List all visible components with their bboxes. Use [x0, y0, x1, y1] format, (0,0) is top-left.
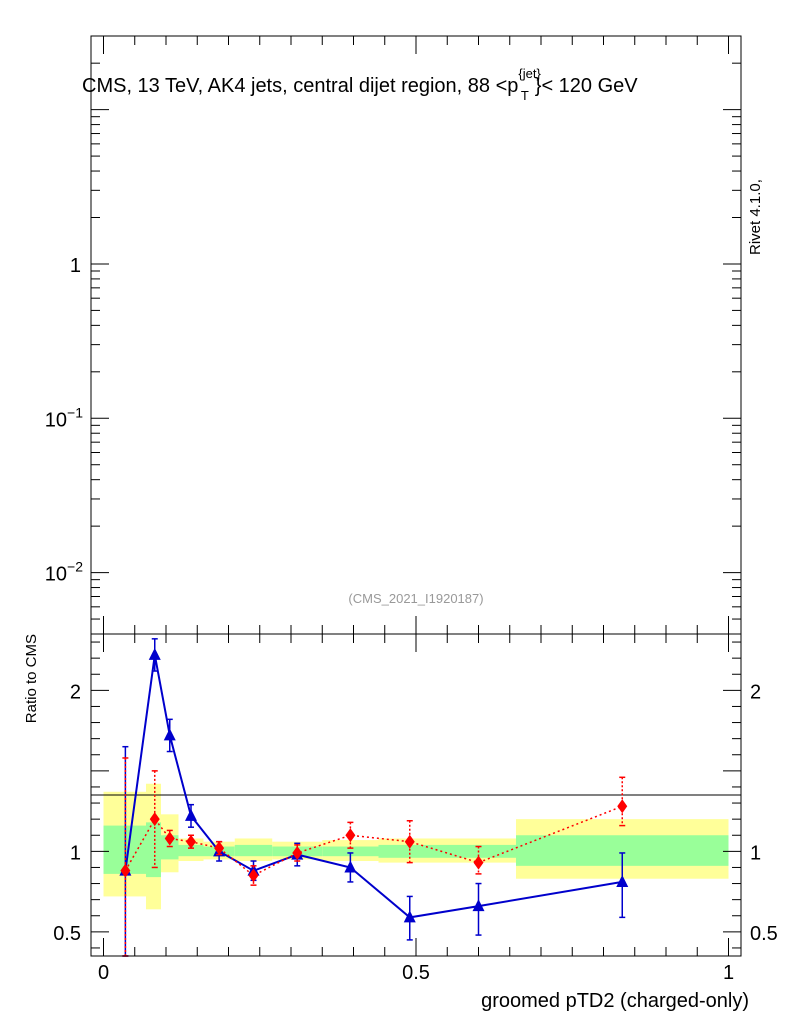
ratio-panel-y-labels: 2 2 1 1 0.5 0.5: [53, 681, 778, 945]
series-triangles: [119, 638, 629, 957]
chart-title: CMS, 13 TeV, AK4 jets, central dijet reg…: [82, 66, 638, 103]
diamond-marker: [345, 828, 356, 843]
upper-panel-ticks: [91, 35, 741, 635]
inner-uncertainty-band: [161, 835, 179, 860]
diamond-marker: [248, 868, 259, 883]
diamond-marker: [149, 812, 160, 827]
ratio-panel-ticks: [91, 36, 741, 956]
triangle-marker: [403, 910, 416, 923]
series-diamonds: [120, 757, 628, 957]
x-axis-label: groomed pTD2 (charged-only): [481, 990, 749, 1012]
ratio-y-tick-label-right: 2: [750, 681, 761, 703]
upper-y-tick-label: 10−2: [45, 559, 83, 586]
ratio-y-tick-label: 2: [70, 681, 81, 703]
diamond-marker: [164, 831, 175, 846]
x-tick-label: 0.5: [402, 962, 430, 984]
triangle-marker: [163, 728, 176, 741]
series-line: [124, 805, 623, 877]
title-subscript: T: [521, 88, 529, 103]
inner-uncertainty-band: [234, 844, 273, 857]
diamond-marker: [186, 834, 196, 849]
rivet-version-label: Rivet 4.1.0,: [747, 179, 764, 255]
ratio-y-tick-label-right: 1: [750, 842, 761, 864]
x-tick-label: 1: [723, 962, 734, 984]
triangle-marker: [344, 860, 357, 873]
triangle-marker: [185, 808, 197, 821]
triangle-marker: [148, 647, 161, 660]
diamond-marker: [214, 841, 225, 856]
diamond-marker: [292, 845, 303, 860]
triangle-marker: [616, 874, 629, 887]
diamond-marker: [120, 863, 131, 878]
diamond-marker: [404, 834, 415, 849]
triangle-marker: [472, 899, 485, 912]
ratio-y-tick-label-right: 0.5: [750, 923, 778, 945]
inner-uncertainty-band: [178, 844, 204, 857]
x-tick-labels: 0 0.5 1: [98, 962, 734, 984]
title-suffix: }< 120 GeV: [535, 75, 639, 97]
diamond-marker: [473, 855, 484, 870]
ratio-y-axis-label: Ratio to CMS: [23, 634, 40, 723]
x-tick-label: 0: [98, 962, 109, 984]
inner-uncertainty-band: [322, 846, 379, 857]
series-layer: [119, 638, 629, 957]
analysis-watermark: (CMS_2021_I1920187): [348, 591, 483, 606]
ratio-y-tick-label: 1: [70, 842, 81, 864]
upper-panel-y-labels: 1 10−1 10−2: [45, 255, 83, 586]
inner-uncertainty-band: [378, 844, 441, 858]
ratio-y-tick-label: 0.5: [53, 923, 81, 945]
upper-panel-frame: [90, 35, 742, 635]
title-superscript: {jet}: [518, 66, 541, 81]
title-main: CMS, 13 TeV, AK4 jets, central dijet reg…: [82, 75, 518, 97]
uncertainty-bands: [103, 783, 729, 910]
inner-uncertainty-band: [146, 822, 161, 878]
diamond-marker: [617, 799, 628, 814]
upper-y-tick-label: 10−1: [45, 404, 83, 431]
upper-y-tick-label: 1: [70, 255, 81, 277]
